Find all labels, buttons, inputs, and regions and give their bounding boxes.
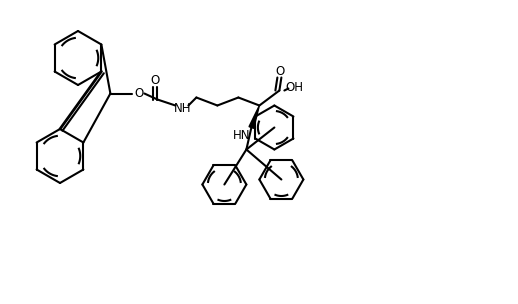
Text: HN: HN [233,129,250,142]
Text: O: O [276,65,285,78]
Polygon shape [249,105,260,128]
Text: OH: OH [285,81,304,94]
Text: O: O [135,87,144,100]
Text: NH: NH [174,102,191,115]
Text: O: O [151,74,160,87]
